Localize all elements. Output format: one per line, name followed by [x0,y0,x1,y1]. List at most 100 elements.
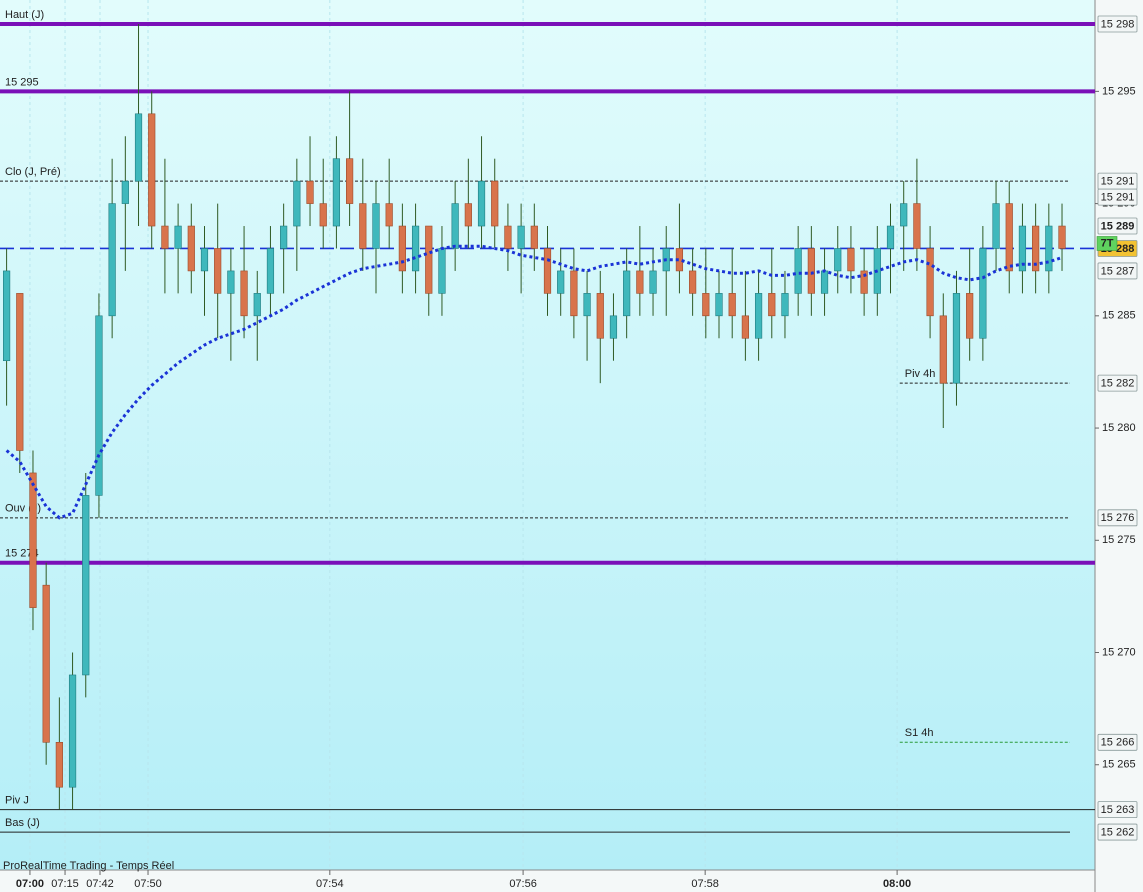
candle-body [425,225,433,294]
candle-body [174,225,182,249]
level-label: Haut (J) [5,9,44,21]
price-label-box [1097,188,1138,206]
candle-body [438,248,446,294]
candle-body [346,158,354,204]
price-label: 15 282 [1101,378,1135,390]
candle-body [214,248,222,294]
candle-body [1005,203,1013,272]
candle-body [332,158,341,227]
price-label: 15 287 [1101,265,1135,277]
candle-body [689,270,697,294]
level-label: Piv J [5,795,29,807]
candle-body [16,293,24,451]
y-tick-label: 15 275 [1102,534,1136,546]
level-label: Bas (J) [5,817,40,829]
candle-body [68,674,77,788]
level-label: Clo (J, Pré) [5,166,61,178]
candle-body [596,293,604,339]
candle-body [464,203,472,227]
candle-body [451,203,459,249]
x-tick-label: 08:00 [883,878,911,890]
level-label: 15 295 [5,76,39,88]
candle-body [860,270,868,294]
candle-body [847,248,855,272]
candle-body [293,180,301,227]
candle-body [952,293,961,384]
candle-body [728,293,736,317]
candle-body [926,248,934,317]
footer: ProRealTime Trading - Temps Réel [3,860,174,872]
candle-body [754,293,763,339]
y-tick-label: 15 265 [1102,759,1136,771]
x-tick-label: 07:58 [691,878,719,890]
candle-body [187,225,195,272]
candle-body [477,180,486,227]
candle-body [543,248,552,294]
candle-body [108,203,116,317]
candle-body [491,180,499,227]
candle-body [570,270,578,317]
price-label: 15 298 [1101,18,1135,30]
candle-body [121,180,129,204]
candle-body [359,203,367,249]
candle-body [42,584,50,743]
candle-body [979,248,987,339]
candle-body [768,293,776,317]
candle-body [741,315,749,339]
price-label-box [1097,15,1138,33]
candle-body [781,293,789,317]
candle-body [1018,225,1027,272]
candle-body [1045,225,1053,272]
candle-body [266,248,275,294]
candle-body [398,225,406,272]
price-label-box [1097,509,1138,527]
price-label-box [1097,374,1138,392]
candle-body [636,270,644,294]
price-label: 15 276 [1101,512,1135,524]
candle-body [385,203,393,227]
candle-body [306,180,314,204]
x-tick-label: 07:15 [51,878,79,890]
candle-body [900,203,908,227]
x-tick-label: 07:54 [316,878,344,890]
time-axis-panel [0,870,1095,892]
candle-body [134,113,143,182]
candle-body [807,248,815,294]
candle-body [1058,225,1066,249]
price-label-box [1097,733,1138,751]
x-tick-label: 07:42 [86,878,114,890]
candle-body [886,225,895,249]
candle-body [411,225,420,272]
candle-body [148,113,156,227]
price-label-box [1097,217,1138,235]
price-label-box [1097,262,1138,280]
candle-body [200,248,209,272]
y-tick-label: 15 280 [1102,422,1136,434]
candle-body [715,293,723,317]
price-label: 15 289 [1101,220,1135,232]
candle-body [319,203,327,227]
candle-body [372,203,380,249]
x-tick-label: 07:56 [509,878,537,890]
candle-body [913,203,921,249]
price-label: 15 291 [1101,192,1135,204]
candle-body [29,472,37,608]
price-label-box [1097,801,1138,819]
candle-body [82,495,90,676]
price-label: 15 266 [1101,737,1135,749]
candle-body [95,315,103,496]
candle-body [504,225,512,249]
candle-body [609,315,618,339]
candle-body [649,270,657,294]
x-tick-label: 07:00 [16,878,44,890]
level-label: S1 4h [905,727,934,739]
y-tick-label: 15 285 [1102,310,1136,322]
candle-body [623,270,631,317]
y-tick-label: 15 295 [1102,85,1136,97]
candle-body [517,225,525,249]
candle-body [530,225,538,249]
plot-background [0,0,1095,870]
candle-body [834,248,842,272]
